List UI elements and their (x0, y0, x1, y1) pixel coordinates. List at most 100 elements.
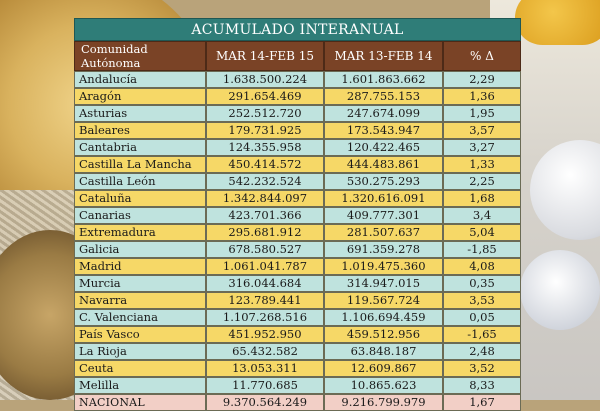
table-row: La Rioja 65.432.582 63.848.187 2,48 (74, 343, 521, 360)
percent-change-cell: 8,33 (443, 377, 521, 394)
table-row: Aragón 291.654.469 287.755.153 1,36 (74, 88, 521, 105)
region-cell: Cataluña (74, 190, 206, 207)
percent-change-cell: -1,85 (443, 241, 521, 258)
table-title: ACUMULADO INTERANUAL (74, 18, 521, 41)
pill-image (520, 250, 600, 330)
value-2014-cell: 1.019.475.360 (324, 258, 443, 275)
percent-change-cell: 3,27 (443, 139, 521, 156)
percent-change-cell: 3,57 (443, 122, 521, 139)
percent-change-cell: 2,25 (443, 173, 521, 190)
value-2014-cell: 173.543.947 (324, 122, 443, 139)
value-2014-cell: 287.755.153 (324, 88, 443, 105)
header-region: Comunidad Autónoma (74, 41, 206, 71)
percent-change-cell: 1,68 (443, 190, 521, 207)
percent-change-cell: 2,48 (443, 343, 521, 360)
region-cell: Galicia (74, 241, 206, 258)
region-cell: NACIONAL (74, 394, 206, 411)
table-row: Ceuta 13.053.311 12.609.867 3,52 (74, 360, 521, 377)
header-percent-change: % Δ (443, 41, 521, 71)
value-2015-cell: 13.053.311 (206, 360, 324, 377)
value-2014-cell: 119.567.724 (324, 292, 443, 309)
region-cell: Castilla León (74, 173, 206, 190)
percent-change-cell: 1,67 (443, 394, 521, 411)
value-2015-cell: 124.355.958 (206, 139, 324, 156)
value-2015-cell: 65.432.582 (206, 343, 324, 360)
value-2014-cell: 12.609.867 (324, 360, 443, 377)
table-row: Cantabria 124.355.958 120.422.465 3,27 (74, 139, 521, 156)
value-2014-cell: 459.512.956 (324, 326, 443, 343)
value-2015-cell: 295.681.912 (206, 224, 324, 241)
region-cell: Murcia (74, 275, 206, 292)
value-2014-cell: 691.359.278 (324, 241, 443, 258)
region-cell: Madrid (74, 258, 206, 275)
percent-change-cell: 1,36 (443, 88, 521, 105)
region-cell: C. Valenciana (74, 309, 206, 326)
percent-change-cell: 4,08 (443, 258, 521, 275)
table-row: Galicia 678.580.527 691.359.278 -1,85 (74, 241, 521, 258)
percent-change-cell: 0,05 (443, 309, 521, 326)
value-2015-cell: 1.342.844.097 (206, 190, 324, 207)
table-row: Madrid 1.061.041.787 1.019.475.360 4,08 (74, 258, 521, 275)
value-2014-cell: 444.483.861 (324, 156, 443, 173)
value-2014-cell: 281.507.637 (324, 224, 443, 241)
value-2015-cell: 1.638.500.224 (206, 71, 324, 88)
table-row: Canarias 423.701.366 409.777.301 3,4 (74, 207, 521, 224)
value-2014-cell: 120.422.465 (324, 139, 443, 156)
value-2014-cell: 10.865.623 (324, 377, 443, 394)
value-2015-cell: 291.654.469 (206, 88, 324, 105)
value-2015-cell: 423.701.366 (206, 207, 324, 224)
region-cell: Aragón (74, 88, 206, 105)
table-body: Andalucía 1.638.500.224 1.601.863.662 2,29 A… (74, 71, 521, 411)
percent-change-cell: 0,35 (443, 275, 521, 292)
value-2015-cell: 252.512.720 (206, 105, 324, 122)
value-2014-cell: 314.947.015 (324, 275, 443, 292)
region-cell: Ceuta (74, 360, 206, 377)
table-row: Asturias 252.512.720 247.674.099 1,95 (74, 105, 521, 122)
table-row: Navarra 123.789.441 119.567.724 3,53 (74, 292, 521, 309)
table-row: Extremadura 295.681.912 281.507.637 5,04 (74, 224, 521, 241)
value-2014-cell: 63.848.187 (324, 343, 443, 360)
value-2014-cell: 409.777.301 (324, 207, 443, 224)
percent-change-cell: 3,52 (443, 360, 521, 377)
table-row: Murcia 316.044.684 314.947.015 0,35 (74, 275, 521, 292)
value-2015-cell: 1.107.268.516 (206, 309, 324, 326)
table-row: Cataluña 1.342.844.097 1.320.616.091 1,68 (74, 190, 521, 207)
value-2014-cell: 247.674.099 (324, 105, 443, 122)
value-2015-cell: 1.061.041.787 (206, 258, 324, 275)
percent-change-cell: 2,29 (443, 71, 521, 88)
table-row: Baleares 179.731.925 173.543.947 3,57 (74, 122, 521, 139)
data-table: ACUMULADO INTERANUAL Comunidad Autónoma … (74, 18, 521, 411)
value-2014-cell: 9.216.799.979 (324, 394, 443, 411)
header-period-2014: MAR 13-FEB 14 (324, 41, 443, 71)
value-2015-cell: 451.952.950 (206, 326, 324, 343)
percent-change-cell: 3,53 (443, 292, 521, 309)
table-total-row: NACIONAL 9.370.564.249 9.216.799.979 1,67 (74, 394, 521, 411)
percent-change-cell: 1,95 (443, 105, 521, 122)
value-2014-cell: 1.601.863.662 (324, 71, 443, 88)
table-row: Andalucía 1.638.500.224 1.601.863.662 2,29 (74, 71, 521, 88)
percent-change-cell: 1,33 (443, 156, 521, 173)
table-row: Melilla 11.770.685 10.865.623 8,33 (74, 377, 521, 394)
value-2015-cell: 179.731.925 (206, 122, 324, 139)
value-2015-cell: 450.414.572 (206, 156, 324, 173)
value-2015-cell: 542.232.524 (206, 173, 324, 190)
region-cell: Cantabria (74, 139, 206, 156)
header-period-2015: MAR 14-FEB 15 (206, 41, 324, 71)
pill-image (515, 0, 600, 45)
value-2015-cell: 678.580.527 (206, 241, 324, 258)
value-2015-cell: 11.770.685 (206, 377, 324, 394)
region-cell: Baleares (74, 122, 206, 139)
table-header: Comunidad Autónoma MAR 14-FEB 15 MAR 13-… (74, 41, 521, 71)
region-cell: Asturias (74, 105, 206, 122)
value-2014-cell: 1.320.616.091 (324, 190, 443, 207)
region-cell: Canarias (74, 207, 206, 224)
region-cell: Navarra (74, 292, 206, 309)
value-2015-cell: 316.044.684 (206, 275, 324, 292)
region-cell: Andalucía (74, 71, 206, 88)
table-row: Castilla León 542.232.524 530.275.293 2,25 (74, 173, 521, 190)
region-cell: Extremadura (74, 224, 206, 241)
percent-change-cell: -1,65 (443, 326, 521, 343)
value-2015-cell: 9.370.564.249 (206, 394, 324, 411)
percent-change-cell: 3,4 (443, 207, 521, 224)
region-cell: Melilla (74, 377, 206, 394)
